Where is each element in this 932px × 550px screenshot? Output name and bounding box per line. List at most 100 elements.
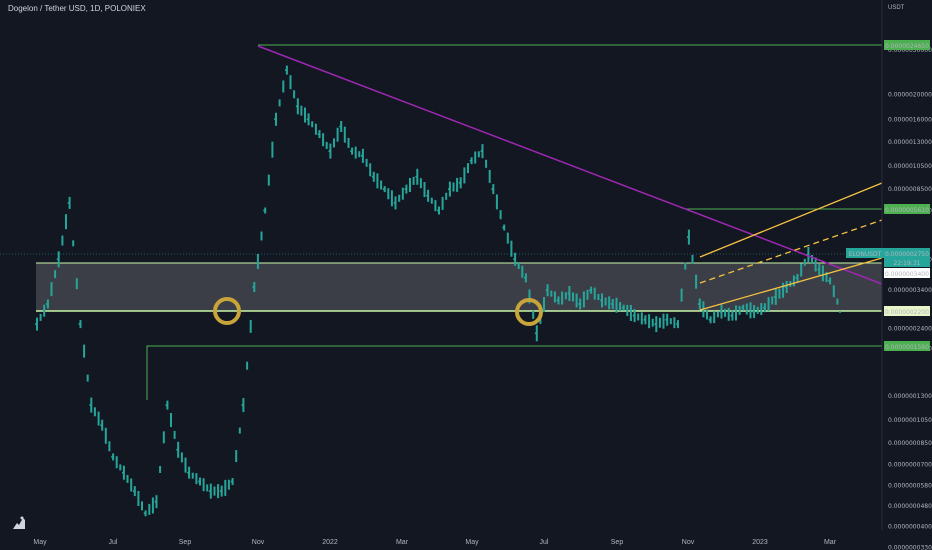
- price-bar: [637, 313, 640, 321]
- price-bar: [361, 148, 364, 163]
- price-bar: [325, 141, 328, 149]
- price-bar: [825, 272, 828, 283]
- price-bar: [456, 177, 459, 192]
- price-bar: [622, 304, 625, 311]
- price-bar: [597, 294, 600, 300]
- time-tick-label: May: [33, 539, 47, 546]
- price-bar: [601, 293, 603, 308]
- chart-title: Dogelon / Tether USD, 1D, POLONIEX: [8, 4, 146, 13]
- price-bar: [821, 265, 824, 282]
- price-bar: [354, 146, 357, 159]
- price-bar: [836, 298, 839, 305]
- price-bar: [307, 113, 310, 126]
- price-bar: [543, 297, 545, 313]
- price-bar: [217, 484, 220, 499]
- price-bar: [796, 273, 799, 282]
- price-bar: [756, 306, 759, 314]
- price-bar: [760, 303, 763, 315]
- price-bar: [492, 184, 495, 195]
- price-bar: [108, 441, 111, 452]
- price-bar: [151, 497, 154, 514]
- price-bar: [745, 303, 748, 315]
- price-bar: [199, 477, 201, 486]
- price-bar: [235, 450, 238, 463]
- price-bar: [535, 325, 538, 342]
- price-bar: [293, 90, 296, 99]
- price-bar: [394, 196, 397, 210]
- time-tick-label: 2022: [322, 539, 338, 546]
- price-tick-label: 0.0000020000: [888, 92, 932, 99]
- zone-bottom-badge: 0.0000002200: [884, 306, 930, 316]
- mid-level-badge: 0.0000005610: [884, 204, 930, 214]
- price-point: [839, 311, 841, 313]
- price-bar: [680, 288, 683, 302]
- price-bar: [731, 310, 734, 321]
- price-tick-label: 0.0000000700: [888, 462, 932, 469]
- price-bar: [365, 158, 368, 167]
- price-bar: [304, 107, 306, 123]
- price-bar: [83, 344, 86, 358]
- price-bar: [716, 311, 719, 318]
- price-bar: [61, 235, 64, 246]
- symbol-label: ELONUSDT: [849, 251, 882, 258]
- price-bar: [666, 313, 669, 326]
- price-bar: [329, 143, 332, 159]
- price-bar: [249, 319, 252, 333]
- price-bar: [771, 296, 774, 305]
- price-bar: [43, 304, 46, 317]
- price-bar: [133, 486, 136, 497]
- tradingview-logo-icon[interactable]: [10, 514, 28, 532]
- price-bar: [405, 184, 408, 194]
- price-bar: [322, 133, 325, 147]
- price-bar: [141, 501, 143, 511]
- currency-label: USDT: [888, 5, 905, 11]
- price-bar: [195, 473, 198, 485]
- price-bar: [311, 121, 314, 128]
- price-bar: [126, 474, 129, 483]
- price-bar: [470, 157, 473, 165]
- price-bar: [148, 503, 151, 515]
- price-bar: [695, 274, 698, 289]
- price-bar: [86, 374, 89, 382]
- time-tick-label: 2023: [752, 539, 768, 546]
- price-bar: [340, 121, 343, 132]
- price-bar: [46, 299, 49, 309]
- price-bar: [568, 286, 571, 301]
- price-bar: [448, 181, 451, 197]
- price-bar: [611, 299, 614, 309]
- price-bar: [709, 316, 712, 324]
- price-bar: [774, 288, 777, 305]
- price-bar: [459, 177, 462, 189]
- price-bar: [514, 252, 517, 266]
- price-bar: [441, 196, 444, 210]
- price-bar: [347, 137, 350, 148]
- price-bar: [582, 291, 585, 308]
- price-bar: [159, 466, 162, 473]
- price-bar: [173, 430, 176, 439]
- price-bar: [495, 194, 498, 210]
- price-bar: [412, 176, 415, 185]
- price-bar: [122, 465, 125, 480]
- price-bar: [608, 296, 611, 310]
- price-bar: [698, 298, 701, 310]
- price-bar: [93, 407, 96, 417]
- price-bar: [267, 174, 270, 186]
- time-axis[interactable]: May Jul Sep Nov 2022 Mar May Jul Sep Nov 2023 Mar: [33, 539, 836, 546]
- price-bar: [503, 224, 506, 231]
- price-bar: [832, 285, 835, 298]
- price-bar: [72, 240, 75, 247]
- channel-upper-line: [699, 182, 883, 258]
- price-bar: [575, 293, 578, 308]
- price-axis[interactable]: 0.0000030000 0.0000020000 0.0000016000 0.00…: [888, 47, 932, 550]
- price-bar: [184, 457, 187, 473]
- price-bar: [658, 317, 661, 328]
- time-tick-label: Mar: [824, 539, 837, 546]
- price-bar: [438, 206, 440, 215]
- price-bar: [557, 296, 560, 305]
- price-bar: [39, 313, 42, 321]
- price-bar: [488, 169, 491, 183]
- price-bar: [372, 171, 375, 182]
- price-bar: [579, 298, 582, 310]
- support-circle-jun: [515, 298, 543, 326]
